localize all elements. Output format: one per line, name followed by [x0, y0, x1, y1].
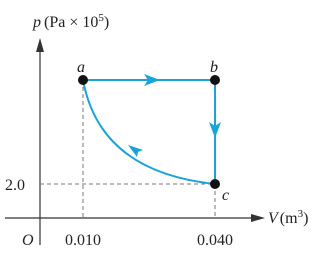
x-label: V [268, 210, 280, 227]
point-label: b [210, 59, 218, 76]
origin-label: O [22, 232, 34, 249]
point-label: c [222, 187, 229, 204]
y-label: p [32, 14, 41, 31]
y-axis-arrow [36, 38, 44, 52]
arrow-ca [128, 145, 143, 157]
x-tick-label: 0.040 [197, 232, 233, 249]
y-tick-label: 2.0 [5, 177, 25, 194]
y-unit: (Pa × 10 [44, 14, 98, 31]
x-axis-label: V (m3) [268, 208, 308, 227]
x-unit-exp: 3 [298, 208, 304, 220]
y-unit-close: ) [104, 14, 109, 31]
y-unit-exp: 5 [98, 12, 104, 24]
point-a [78, 75, 88, 85]
point-b [210, 75, 220, 85]
x-unit-close: ) [303, 210, 308, 227]
x-tick-label: 0.010 [65, 232, 101, 249]
point-c [210, 179, 220, 189]
arrow-bc [209, 122, 221, 138]
y-axis-label: p (Pa × 105) [32, 12, 109, 31]
point-label: a [77, 59, 85, 76]
arrow-ab [144, 74, 160, 86]
process-ca [82, 79, 216, 185]
x-unit: (m [280, 210, 298, 227]
x-axis-arrow [251, 214, 265, 222]
